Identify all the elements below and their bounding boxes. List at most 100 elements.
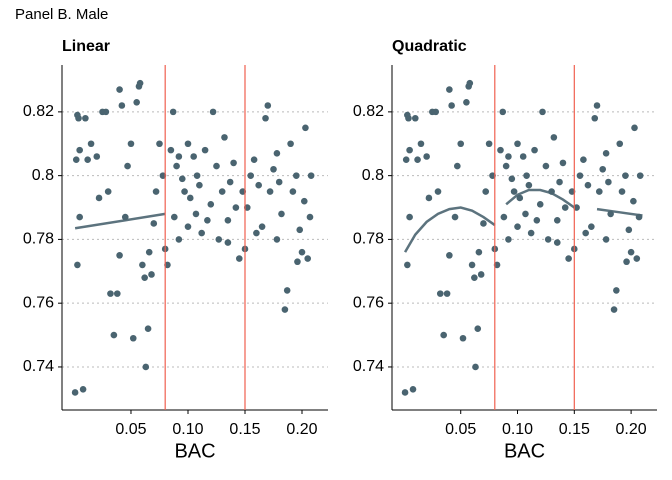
point (82, 114, 89, 122)
point (406, 146, 413, 154)
y-tick-label: 0.8 (362, 167, 384, 184)
point (533, 216, 541, 224)
point (294, 258, 301, 266)
point (159, 172, 167, 179)
point (184, 223, 192, 230)
point (116, 86, 123, 93)
panel-title: Linear (62, 38, 110, 55)
point (239, 188, 247, 195)
point (448, 102, 455, 109)
point (616, 140, 624, 148)
point (523, 172, 530, 179)
point (613, 287, 620, 294)
point (466, 79, 474, 87)
point (186, 194, 194, 202)
point (588, 223, 595, 230)
point (270, 165, 277, 173)
point (255, 181, 262, 189)
point (514, 140, 521, 148)
point (409, 385, 417, 393)
point (468, 261, 476, 269)
point (226, 178, 234, 186)
point (485, 140, 493, 148)
point (224, 216, 232, 224)
point (432, 108, 440, 116)
point (556, 178, 563, 186)
y-tick-label: 0.76 (353, 294, 384, 311)
point (181, 188, 188, 195)
point (505, 153, 512, 160)
point (304, 255, 312, 262)
point (497, 146, 504, 154)
y-tick-label: 0.78 (353, 231, 384, 248)
point (434, 188, 442, 195)
x-tick-label: 0.05 (115, 421, 146, 438)
x-tick-label: 0.20 (286, 421, 317, 438)
point (525, 181, 533, 189)
point (472, 363, 479, 371)
point (273, 150, 281, 157)
point (258, 223, 266, 230)
figure-title: Panel B. Male (15, 6, 108, 23)
point (139, 261, 146, 269)
point (193, 172, 201, 179)
point (175, 236, 183, 243)
point (436, 290, 444, 297)
point (218, 188, 226, 195)
point (266, 188, 274, 195)
point (273, 236, 281, 243)
point (505, 236, 512, 243)
point (402, 156, 410, 163)
point (443, 290, 451, 297)
point (580, 156, 587, 163)
point (446, 86, 453, 93)
point (599, 165, 607, 173)
point (278, 210, 285, 218)
point (618, 188, 626, 195)
point (124, 162, 131, 170)
point (584, 181, 592, 189)
point (173, 162, 180, 170)
point (463, 99, 470, 106)
point (459, 334, 467, 342)
x-tick-label: 0.10 (172, 421, 203, 438)
point (457, 140, 465, 148)
y-tick-label: 0.74 (23, 358, 54, 375)
point (129, 334, 137, 342)
point (516, 194, 524, 202)
point (502, 162, 510, 170)
point (514, 223, 521, 230)
point (74, 261, 81, 269)
point (93, 153, 101, 160)
point (192, 210, 200, 218)
point (262, 114, 269, 122)
x-axis-label: BAC (504, 440, 545, 462)
point (411, 114, 419, 122)
point (625, 226, 633, 234)
point (207, 201, 215, 208)
point (113, 290, 121, 297)
point (287, 140, 294, 148)
point (221, 134, 228, 141)
point (306, 213, 314, 221)
point (630, 197, 637, 205)
point (230, 159, 237, 167)
point (133, 99, 140, 106)
point (136, 79, 144, 87)
point (568, 188, 576, 195)
point (539, 108, 546, 116)
point (553, 216, 561, 224)
point (296, 226, 304, 234)
point (636, 172, 644, 179)
point (213, 162, 220, 170)
point (235, 255, 243, 262)
point (602, 150, 610, 157)
point (417, 140, 425, 148)
point (425, 194, 433, 202)
point (519, 153, 527, 160)
point (144, 325, 152, 332)
point (167, 146, 175, 154)
point (150, 220, 158, 227)
point (198, 229, 205, 237)
